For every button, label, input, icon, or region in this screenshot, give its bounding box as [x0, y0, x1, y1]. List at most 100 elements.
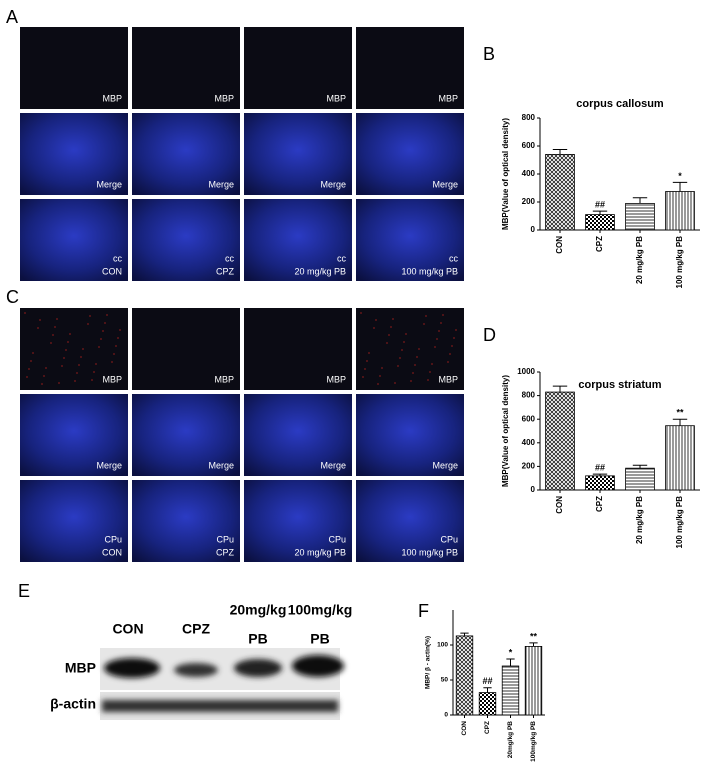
signal-dot — [418, 348, 420, 350]
micrograph — [20, 199, 128, 281]
signal-dot — [403, 341, 405, 343]
micrograph — [356, 199, 464, 281]
chart-title: corpus callosum — [576, 98, 664, 110]
image-region: CPu — [328, 534, 346, 544]
y-tick-label: 400 — [522, 438, 536, 447]
micrograph — [20, 394, 128, 476]
y-tick-label: 600 — [522, 414, 536, 423]
x-tick-label: 20 mg/kg PB — [635, 496, 644, 544]
signal-dot — [104, 322, 106, 324]
x-tick-label: CPZ — [595, 236, 604, 252]
error-bar — [592, 210, 608, 215]
y-tick-label: 50 — [441, 677, 449, 684]
signal-dot — [63, 357, 65, 359]
micrograph — [356, 308, 464, 390]
image-group: 100 mg/kg PB — [401, 266, 458, 276]
x-tick-label: 100 mg/kg PB — [675, 236, 684, 289]
signal-dot — [416, 356, 418, 358]
image-label: MBP — [102, 93, 122, 103]
significance: ** — [676, 408, 684, 418]
signal-dot — [449, 353, 451, 355]
signal-dot — [37, 327, 39, 329]
micrograph — [244, 394, 352, 476]
blot-image — [100, 648, 344, 720]
chart: F MBP/ β - actin(%) 0 50 100 CON ## CPZ * 20mg/kg… — [418, 601, 545, 762]
signal-dot — [438, 330, 440, 332]
y-tick-label: 200 — [522, 197, 536, 206]
micrograph — [244, 480, 352, 562]
significance: * — [509, 647, 513, 657]
image-region: cc — [337, 253, 347, 263]
signal-dot — [76, 372, 78, 374]
signal-dot — [434, 346, 436, 348]
micrograph — [132, 199, 240, 281]
error-bar — [632, 464, 648, 469]
image-region: cc — [225, 253, 235, 263]
error-bar — [672, 181, 688, 192]
panel-label: C — [6, 287, 19, 307]
signal-dot — [427, 379, 429, 381]
panel-label: A — [6, 7, 18, 27]
image-label: MBP — [214, 93, 234, 103]
micrograph — [356, 27, 464, 109]
x-tick-label: 100 mg/kg PB — [675, 496, 684, 549]
y-tick-label: 100 — [437, 642, 448, 649]
bar — [478, 692, 497, 716]
signal-dot — [30, 360, 32, 362]
signal-dot — [41, 383, 43, 385]
y-tick-label: 200 — [522, 462, 536, 471]
y-axis-label: MBP(Value of optical density) — [501, 118, 510, 230]
signal-dot — [65, 349, 67, 351]
micrograph — [132, 480, 240, 562]
significance: ## — [595, 462, 605, 472]
signal-dot — [113, 353, 115, 355]
bar — [455, 635, 474, 716]
signal-dot — [399, 357, 401, 359]
signal-dot — [43, 375, 45, 377]
image-region: cc — [113, 253, 123, 263]
signal-dot — [453, 337, 455, 339]
micrograph — [244, 27, 352, 109]
micrograph — [356, 480, 464, 562]
y-tick-label: 600 — [522, 141, 536, 150]
signal-dot — [425, 315, 427, 317]
significance: * — [678, 171, 682, 181]
signal-dot — [360, 312, 362, 314]
image-region: CPu — [104, 534, 122, 544]
signal-dot — [405, 333, 407, 335]
panel-label: F — [418, 601, 429, 621]
image-group: 100 mg/kg PB — [401, 547, 458, 557]
signal-dot — [431, 363, 433, 365]
signal-dot — [91, 379, 93, 381]
signal-dot — [381, 367, 383, 369]
signal-dot — [102, 330, 104, 332]
signal-dot — [32, 352, 34, 354]
significance: ## — [482, 676, 492, 686]
bar — [665, 191, 695, 231]
micrograph — [132, 113, 240, 195]
blot-column-label: 20mg/kg — [230, 602, 287, 618]
signal-dot — [74, 380, 76, 382]
y-tick-label: 400 — [522, 169, 536, 178]
signal-dot — [95, 363, 97, 365]
image-group: CON — [102, 266, 122, 276]
micrograph — [20, 308, 128, 390]
error-bar — [672, 418, 688, 426]
significance: ** — [530, 631, 538, 641]
micrograph — [132, 308, 240, 390]
image-group: 20 mg/kg PB — [294, 547, 346, 557]
error-bar — [592, 473, 608, 476]
signal-dot — [455, 329, 457, 331]
chart-title: corpus striatum — [578, 379, 661, 391]
image-label: Merge — [432, 179, 458, 189]
image-region: cc — [449, 253, 459, 263]
micrograph — [356, 113, 464, 195]
image-label: Merge — [432, 460, 458, 470]
panel-label: D — [483, 325, 496, 345]
bar — [545, 153, 575, 231]
signal-dot — [366, 360, 368, 362]
signal-dot — [397, 365, 399, 367]
signal-dot — [26, 376, 28, 378]
image-label: MBP — [102, 374, 122, 384]
